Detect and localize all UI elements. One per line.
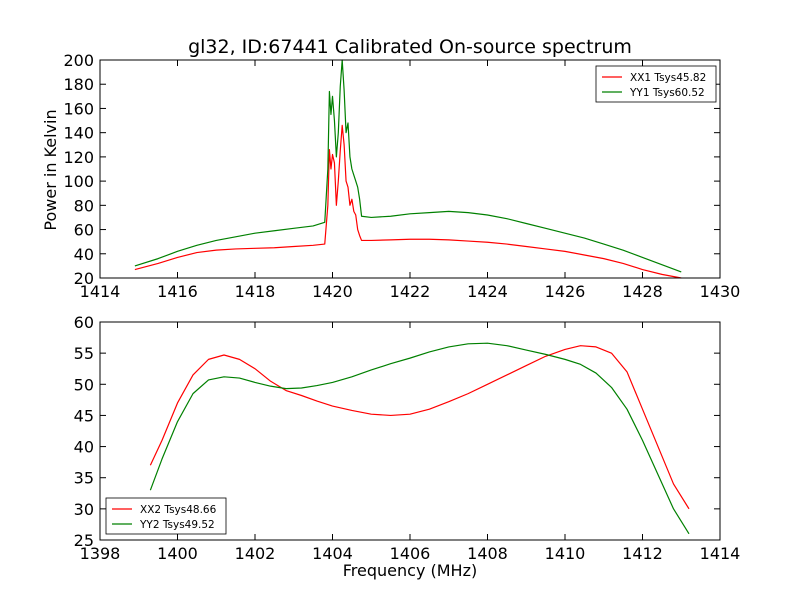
y-tick-label: 140 xyxy=(63,124,94,143)
series-line-xx1 xyxy=(134,124,682,279)
x-tick-label: 1410 xyxy=(545,544,586,563)
x-tick-label: 1402 xyxy=(235,544,276,563)
y-tick-label: 40 xyxy=(74,438,94,457)
series-line-yy2 xyxy=(149,342,690,535)
x-tick-label: 1418 xyxy=(235,282,276,301)
y-tick-label: 30 xyxy=(74,500,94,519)
y-tick-label: 160 xyxy=(63,99,94,118)
x-tick-label: 1398 xyxy=(80,544,121,563)
y-tick-label: 45 xyxy=(74,406,94,425)
x-tick-label: 1404 xyxy=(312,544,353,563)
legend-label: YY2 Tsys49.52 xyxy=(139,519,215,531)
x-tick-label: 1424 xyxy=(467,282,508,301)
legend-label: XX1 Tsys45.82 xyxy=(630,72,706,84)
x-tick-label: 1400 xyxy=(157,544,198,563)
x-tick-label: 1422 xyxy=(390,282,431,301)
legend: XX2 Tsys48.66 YY2 Tsys49.52 xyxy=(105,497,227,535)
y-axis-label-top: Power in Kelvin xyxy=(41,109,60,230)
y-tick-label: 55 xyxy=(74,344,94,363)
legend-box xyxy=(595,65,717,103)
x-axis-label-bottom: Frequency (MHz) xyxy=(343,561,477,580)
legend-label: XX2 Tsys48.66 xyxy=(140,504,217,516)
legend-box xyxy=(105,497,227,535)
x-tick-label: 1414 xyxy=(700,544,741,563)
series-line-yy1 xyxy=(134,59,682,273)
y-tick-label: 50 xyxy=(74,375,94,394)
chart-title: gl32, ID:67441 Calibrated On-source spec… xyxy=(188,36,632,58)
y-tick-label: 35 xyxy=(74,469,94,488)
y-tick-label: 20 xyxy=(74,269,94,288)
y-tick-label: 120 xyxy=(63,148,94,167)
x-tick-label: 1412 xyxy=(622,544,663,563)
x-tick-label: 1408 xyxy=(467,544,508,563)
x-tick-label: 1426 xyxy=(545,282,586,301)
y-tick-label: 60 xyxy=(74,221,94,240)
y-tick-label: 25 xyxy=(74,531,94,550)
y-tick-label: 180 xyxy=(63,75,94,94)
x-tick-label: 1416 xyxy=(157,282,198,301)
top-plot: 1414 1416 1418 1420 1422 1424 1426 1428 1430 20 40… xyxy=(63,51,740,301)
y-tick-label: 40 xyxy=(74,245,94,264)
x-tick-label: 1420 xyxy=(312,282,353,301)
y-tick-label: 60 xyxy=(74,313,94,332)
legend: XX1 Tsys45.82 YY1 Tsys60.52 xyxy=(595,65,717,103)
y-tick-label: 200 xyxy=(63,51,94,70)
legend-label: YY1 Tsys60.52 xyxy=(629,87,705,99)
y-tick-label: 80 xyxy=(74,196,94,215)
series-line-xx2 xyxy=(149,345,690,510)
x-tick-label: 1428 xyxy=(622,282,663,301)
x-tick-label: 1430 xyxy=(700,282,741,301)
x-tick-label: 1406 xyxy=(390,544,431,563)
bottom-plot: 1398 1400 1402 1404 1406 1408 1410 1412 1414 25 30… xyxy=(74,313,741,563)
x-tick-label: 1414 xyxy=(80,282,121,301)
y-tick-label: 100 xyxy=(63,172,94,191)
